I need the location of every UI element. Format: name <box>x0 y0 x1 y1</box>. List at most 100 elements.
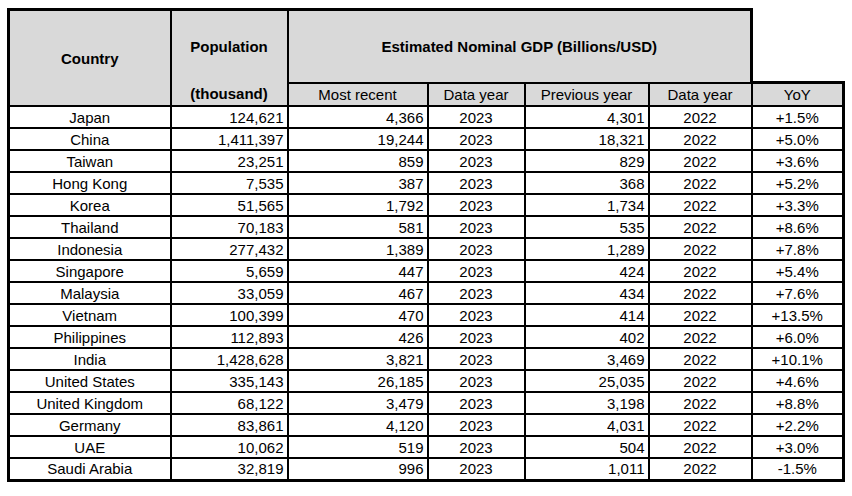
gdp-most-recent-cell: 387 <box>288 172 428 194</box>
spreadsheet-page: { "colors": { "header_bg": "#d9d9d9", "c… <box>0 0 852 496</box>
most-recent-column-header: Most recent <box>288 83 428 106</box>
data-year-recent-cell: 2023 <box>428 106 525 128</box>
country-cell: Taiwan <box>9 150 171 172</box>
data-year-previous-cell: 2022 <box>649 238 752 260</box>
population-cell: 7,535 <box>171 172 288 194</box>
country-cell: Germany <box>9 414 171 436</box>
data-year-previous-cell: 2022 <box>649 260 752 282</box>
data-year-recent-cell: 2023 <box>428 458 525 480</box>
table-container: Country Population (thousand) Estimated … <box>7 8 845 482</box>
data-year-previous-cell: 2022 <box>649 304 752 326</box>
country-cell: Indonesia <box>9 238 171 260</box>
table-row: Thailand 70,183 581 2023 535 2022 +8.6% <box>9 216 844 238</box>
data-year-recent-cell: 2023 <box>428 282 525 304</box>
country-cell: Singapore <box>9 260 171 282</box>
data-year-recent-cell: 2023 <box>428 238 525 260</box>
data-year-previous-cell: 2022 <box>649 128 752 150</box>
population-header-content: Population (thousand) <box>172 11 287 105</box>
country-cell: Hong Kong <box>9 172 171 194</box>
data-year-previous-cell: 2022 <box>649 106 752 128</box>
yoy-cell: +10.1% <box>752 348 844 370</box>
population-cell: 23,251 <box>171 150 288 172</box>
gdp-previous-year-cell: 4,031 <box>525 414 649 436</box>
data-year-recent-cell: 2023 <box>428 216 525 238</box>
gdp-previous-year-cell: 1,734 <box>525 194 649 216</box>
data-year-previous-cell: 2022 <box>649 392 752 414</box>
gdp-most-recent-cell: 1,389 <box>288 238 428 260</box>
data-year-recent-cell: 2023 <box>428 436 525 458</box>
gdp-previous-year-cell: 535 <box>525 216 649 238</box>
population-cell: 100,399 <box>171 304 288 326</box>
gdp-previous-year-cell: 25,035 <box>525 370 649 392</box>
gdp-most-recent-cell: 467 <box>288 282 428 304</box>
table-row: Hong Kong 7,535 387 2023 368 2022 +5.2% <box>9 172 844 194</box>
country-cell: India <box>9 348 171 370</box>
data-year-previous-cell: 2022 <box>649 282 752 304</box>
gdp-most-recent-cell: 519 <box>288 436 428 458</box>
country-cell: China <box>9 128 171 150</box>
table-row: Japan 124,621 4,366 2023 4,301 2022 +1.5… <box>9 106 844 128</box>
population-cell: 124,621 <box>171 106 288 128</box>
yoy-cell: +5.4% <box>752 260 844 282</box>
data-year-previous-cell: 2022 <box>649 458 752 480</box>
table-row: Saudi Arabia 32,819 996 2023 1,011 2022 … <box>9 458 844 480</box>
country-cell: Japan <box>9 106 171 128</box>
data-year-recent-cell: 2023 <box>428 348 525 370</box>
data-year-previous-cell: 2022 <box>649 216 752 238</box>
population-cell: 1,411,397 <box>171 128 288 150</box>
data-year-recent-cell: 2023 <box>428 326 525 348</box>
population-cell: 70,183 <box>171 216 288 238</box>
gdp-most-recent-cell: 859 <box>288 150 428 172</box>
population-unit: (thousand) <box>172 82 287 105</box>
population-column-header: Population (thousand) <box>171 10 288 107</box>
gdp-most-recent-cell: 1,792 <box>288 194 428 216</box>
yoy-column-header: YoY <box>752 83 844 106</box>
population-cell: 68,122 <box>171 392 288 414</box>
country-cell: Philippines <box>9 326 171 348</box>
table-row: United States 335,143 26,185 2023 25,035… <box>9 370 844 392</box>
data-year-recent-cell: 2023 <box>428 414 525 436</box>
country-cell: United Kingdom <box>9 392 171 414</box>
yoy-cell: +2.2% <box>752 414 844 436</box>
gdp-previous-year-cell: 368 <box>525 172 649 194</box>
gdp-previous-year-cell: 414 <box>525 304 649 326</box>
data-year-recent-cell: 2023 <box>428 392 525 414</box>
population-cell: 277,432 <box>171 238 288 260</box>
header-spacer <box>752 10 844 83</box>
data-year-previous-column-header: Data year <box>649 83 752 106</box>
table-row: Indonesia 277,432 1,389 2023 1,289 2022 … <box>9 238 844 260</box>
gdp-most-recent-cell: 3,479 <box>288 392 428 414</box>
population-cell: 5,659 <box>171 260 288 282</box>
gdp-previous-year-cell: 4,301 <box>525 106 649 128</box>
country-cell: UAE <box>9 436 171 458</box>
gdp-most-recent-cell: 4,366 <box>288 106 428 128</box>
table-row: China 1,411,397 19,244 2023 18,321 2022 … <box>9 128 844 150</box>
gdp-most-recent-cell: 996 <box>288 458 428 480</box>
gdp-most-recent-cell: 4,120 <box>288 414 428 436</box>
gdp-most-recent-cell: 581 <box>288 216 428 238</box>
yoy-cell: +7.8% <box>752 238 844 260</box>
gdp-previous-year-cell: 424 <box>525 260 649 282</box>
population-cell: 83,861 <box>171 414 288 436</box>
gdp-most-recent-cell: 19,244 <box>288 128 428 150</box>
data-year-previous-cell: 2022 <box>649 370 752 392</box>
country-cell: Thailand <box>9 216 171 238</box>
population-title: Population <box>172 11 287 82</box>
table-header: Country Population (thousand) Estimated … <box>9 10 844 107</box>
yoy-cell: +8.8% <box>752 392 844 414</box>
gdp-previous-year-cell: 3,198 <box>525 392 649 414</box>
gdp-most-recent-cell: 470 <box>288 304 428 326</box>
yoy-cell: +7.6% <box>752 282 844 304</box>
table-row: Philippines 112,893 426 2023 402 2022 +6… <box>9 326 844 348</box>
data-year-recent-cell: 2023 <box>428 128 525 150</box>
data-year-recent-cell: 2023 <box>428 370 525 392</box>
population-cell: 32,819 <box>171 458 288 480</box>
gdp-previous-year-cell: 3,469 <box>525 348 649 370</box>
table-row: United Kingdom 68,122 3,479 2023 3,198 2… <box>9 392 844 414</box>
table-row: UAE 10,062 519 2023 504 2022 +3.0% <box>9 436 844 458</box>
data-year-recent-column-header: Data year <box>428 83 525 106</box>
country-cell: Vietnam <box>9 304 171 326</box>
data-year-recent-cell: 2023 <box>428 260 525 282</box>
gdp-most-recent-cell: 447 <box>288 260 428 282</box>
population-cell: 33,059 <box>171 282 288 304</box>
